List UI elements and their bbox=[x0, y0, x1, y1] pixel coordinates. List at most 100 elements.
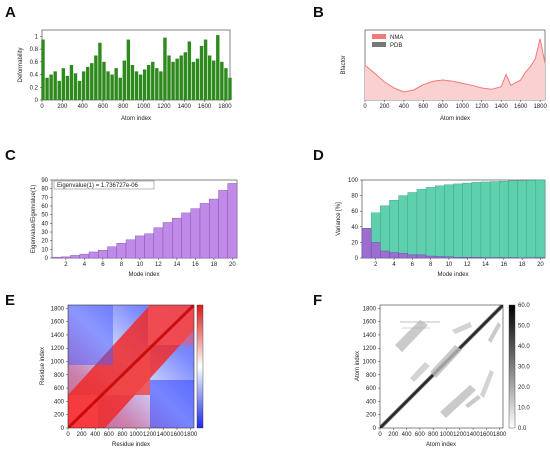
panel-d-y-tick-label: 40 bbox=[351, 225, 358, 231]
panel-e-colorbar bbox=[196, 304, 204, 429]
panel-a-bar bbox=[86, 66, 90, 100]
panel-c-x-tick-label: 8 bbox=[120, 262, 124, 268]
panel-c-annotation-box bbox=[53, 180, 155, 190]
panel-b-x-tick-label: 1400 bbox=[495, 104, 509, 110]
panel-a-y-tick-label: 0 bbox=[35, 98, 39, 104]
panel-f-x-tick-label: 800 bbox=[428, 432, 439, 438]
panel-c-bar bbox=[79, 253, 90, 259]
panel-f-y-tick-label: 600 bbox=[366, 386, 377, 392]
panel-d-bar-individual bbox=[453, 257, 463, 259]
panel-c-y-tick-label: 60 bbox=[41, 204, 48, 210]
panel-a-bar bbox=[134, 71, 139, 100]
panel-e-y-tick-label: 1000 bbox=[51, 360, 65, 366]
panel-c-bar bbox=[227, 183, 238, 259]
panel-f-colorbar-tick-label: 10.0 bbox=[518, 406, 530, 412]
panel-a-bar bbox=[73, 73, 78, 100]
legend-label-nma: NMA bbox=[390, 35, 403, 41]
panel-b-x-tick-label: 800 bbox=[438, 104, 449, 110]
panel-a-bar bbox=[130, 65, 135, 100]
panel-c-y-tick-label: 80 bbox=[41, 187, 48, 193]
panel-a-bar bbox=[199, 45, 204, 100]
panel-f-y-tick-label: 200 bbox=[366, 413, 377, 419]
legend-label-pdb: PDB bbox=[390, 43, 402, 49]
panel-f-colorbar bbox=[508, 304, 516, 429]
panel-a-bar bbox=[61, 68, 66, 100]
panel-d-bar-cumulative bbox=[526, 180, 537, 259]
panel-a-bar bbox=[183, 52, 187, 100]
panel-c-x-tick-label: 10 bbox=[137, 262, 144, 268]
panel-d-bar-cumulative bbox=[416, 189, 427, 259]
panel-c-x-tick-label: 6 bbox=[101, 262, 105, 268]
panel-d-bar-individual bbox=[471, 257, 482, 259]
panel-c-bar bbox=[107, 246, 117, 259]
panel-a-bar bbox=[77, 80, 82, 100]
panel-d-x-tick-label: 20 bbox=[537, 262, 544, 268]
panel-a-bar bbox=[90, 63, 94, 100]
panel-letter-a: A bbox=[5, 4, 16, 21]
panel-d-x-tick-label: 16 bbox=[500, 262, 507, 268]
panel-a-bar bbox=[65, 75, 70, 100]
panel-e-x-tick-label: 1600 bbox=[170, 432, 184, 438]
panel-c-bar bbox=[70, 255, 80, 259]
panel-a-x-tick-label: 1000 bbox=[137, 104, 151, 110]
panel-c-bar bbox=[51, 256, 62, 259]
panel-b-y-axis-label: Bfactor bbox=[341, 55, 347, 74]
panel-b-x-tick-label: 400 bbox=[399, 104, 410, 110]
panel-b-x-tick-label: 1600 bbox=[514, 104, 528, 110]
panel-a-x-tick-label: 1800 bbox=[218, 104, 232, 110]
panel-c-annotation: Eigenvalue(1) = 1.736727e-06 bbox=[57, 183, 139, 189]
panel-a-y-tick-label: 0.6 bbox=[30, 60, 39, 66]
panel-d-y-tick-label: 80 bbox=[351, 194, 358, 200]
panel-e-y-tick-label: 800 bbox=[54, 373, 65, 379]
panel-f-colorbar-tick-label: 20.0 bbox=[518, 385, 530, 391]
panel-a-deformability-chart: 0 200 400 600 800 1000 1200 1400 1600 1800 0 0.2 0.… bbox=[18, 29, 232, 122]
panel-e-plot-frame bbox=[67, 304, 195, 429]
panel-e-y-tick-label: 1200 bbox=[51, 346, 65, 352]
panel-d-bar-individual bbox=[361, 228, 372, 259]
panel-d-bar-cumulative bbox=[462, 182, 472, 259]
panel-a-bar bbox=[69, 65, 74, 100]
panel-c-y-tick-label: 50 bbox=[41, 213, 48, 219]
panel-f-contact-map: 60.050.040.030.020.010.00.0 0 200 400 600 80… bbox=[355, 303, 530, 448]
panel-c-bar bbox=[181, 212, 191, 259]
panel-a-bar bbox=[216, 35, 220, 100]
panel-c-y-tick-label: 20 bbox=[41, 239, 48, 245]
panel-e-x-tick-label: 600 bbox=[104, 432, 115, 438]
panel-a-x-axis-label: Atom index bbox=[121, 116, 151, 122]
panel-d-bar-individual bbox=[398, 253, 408, 259]
panel-b-bfactor-chart: 0 200 400 600 800 1000 1200 1400 1600 1800 NMA PD… bbox=[341, 29, 547, 122]
panel-a-bar bbox=[163, 37, 167, 100]
panel-c-x-tick-label: 14 bbox=[174, 262, 181, 268]
panel-c-y-tick-label: 10 bbox=[41, 247, 48, 253]
panel-a-y-axis-label: Deformability bbox=[18, 47, 24, 82]
panel-c-bar bbox=[199, 203, 210, 259]
panel-c-bar bbox=[98, 249, 108, 259]
panel-f-colorbar-tick-label: 0.0 bbox=[518, 426, 527, 432]
panel-a-bar bbox=[114, 68, 118, 100]
panel-a-bar bbox=[41, 39, 45, 100]
panel-c-x-axis-label: Mode index bbox=[128, 272, 159, 278]
panel-f-plot-frame bbox=[379, 304, 504, 429]
panel-c-eigenvalue-chart: 2 4 6 8 10 12 14 16 18 20 0 10 20 30 40 50 60 70 80 90 Eig… bbox=[31, 178, 238, 278]
panel-a-bar bbox=[81, 71, 86, 100]
panel-d-x-tick-label: 10 bbox=[446, 262, 453, 268]
panel-a-bar bbox=[57, 80, 61, 100]
panel-c-x-tick-label: 2 bbox=[64, 262, 68, 268]
panel-d-y-tick-label: 100 bbox=[348, 178, 359, 184]
panel-b-x-tick-label: 200 bbox=[379, 104, 390, 110]
panel-a-bar bbox=[53, 71, 57, 100]
panel-b-legend: NMA PDB bbox=[372, 34, 403, 49]
panel-letter-c: C bbox=[5, 147, 16, 164]
panel-f-y-tick-label: 0 bbox=[373, 426, 377, 432]
panel-e-y-axis-label: Residue index bbox=[40, 347, 46, 385]
panel-c-bar bbox=[172, 217, 182, 259]
panel-c-bar bbox=[153, 227, 164, 259]
panel-c-bar bbox=[144, 233, 154, 259]
panel-d-bar-individual bbox=[462, 257, 472, 259]
panel-b-x-tick-label: 1000 bbox=[456, 104, 470, 110]
panel-c-bar bbox=[218, 190, 228, 259]
panel-a-x-tick-label: 1600 bbox=[198, 104, 212, 110]
panel-f-colorbar-tick-label: 30.0 bbox=[518, 365, 530, 371]
panel-e-y-tick-label: 1600 bbox=[51, 320, 65, 326]
panel-c-y-tick-label: 0 bbox=[45, 256, 49, 262]
